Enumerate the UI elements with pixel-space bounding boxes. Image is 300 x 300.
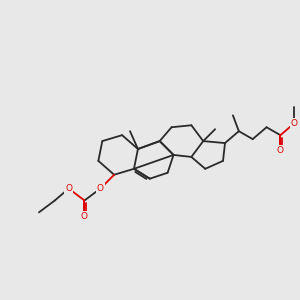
- Text: O: O: [291, 119, 298, 128]
- Text: O: O: [81, 212, 88, 221]
- Text: O: O: [277, 146, 284, 155]
- Text: O: O: [65, 184, 72, 193]
- Text: O: O: [97, 184, 104, 193]
